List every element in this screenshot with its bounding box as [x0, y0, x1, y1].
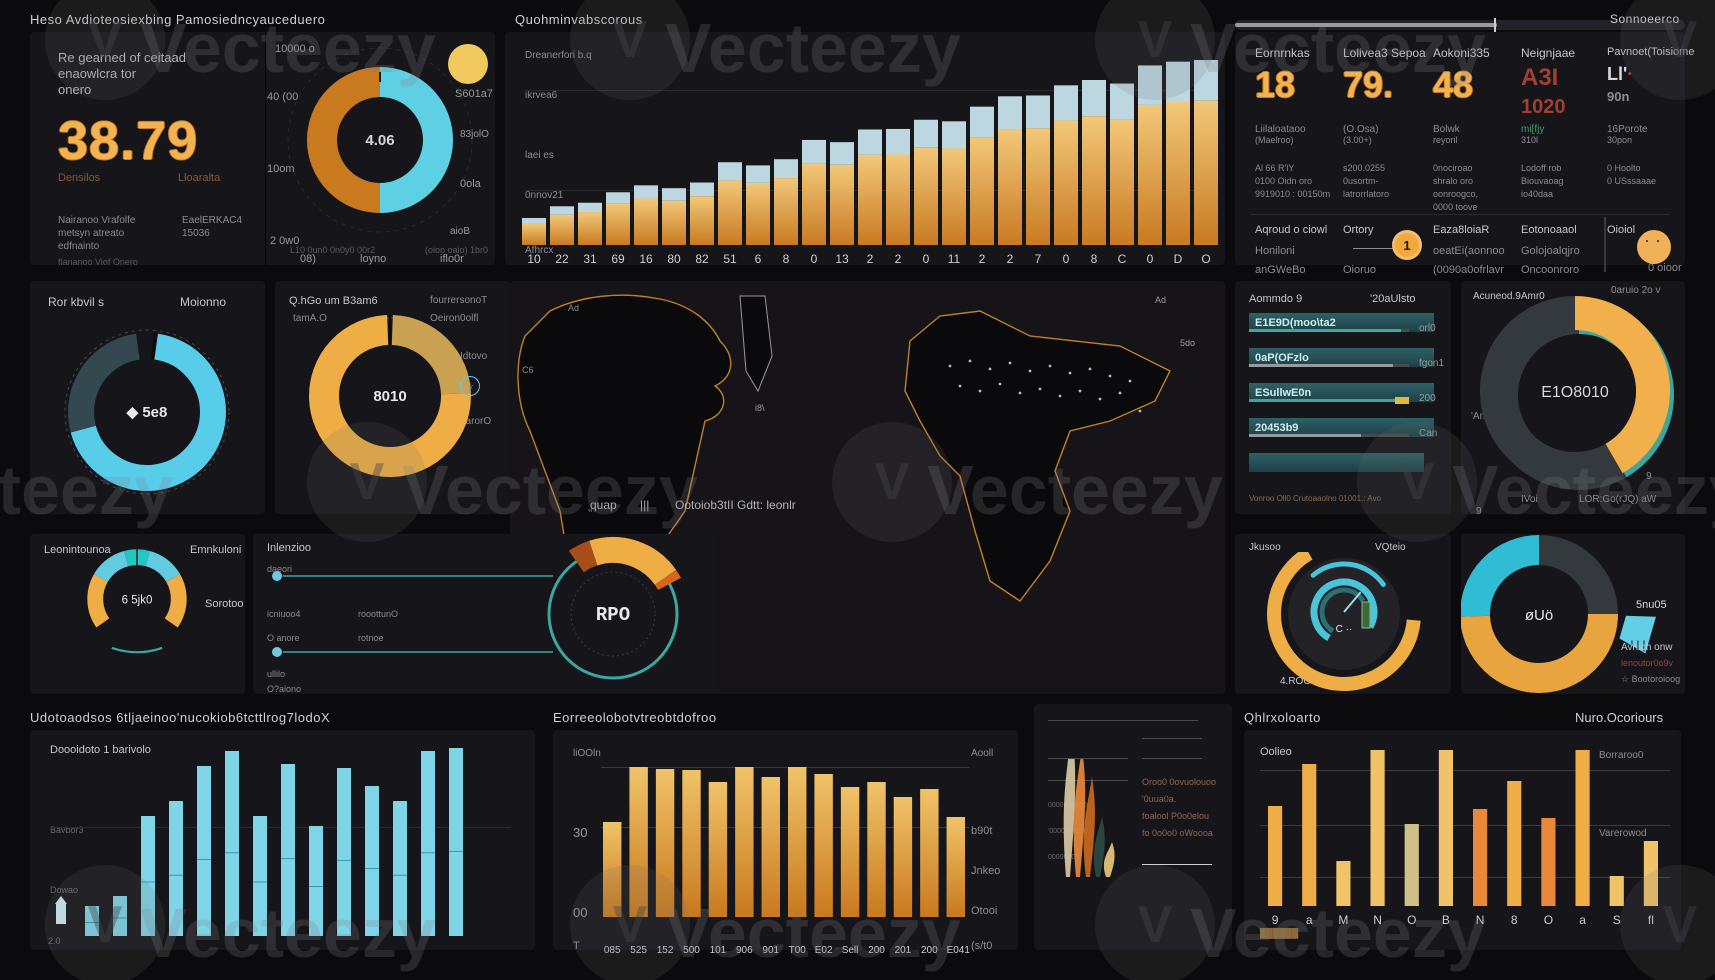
- svg-text:O: O: [1544, 913, 1553, 926]
- svg-text:fl: fl: [1648, 913, 1654, 926]
- svg-text:Ootoiob3tII Gdtt: leonlr: Ootoiob3tII Gdtt: leonlr: [675, 498, 796, 512]
- svg-text:RPO: RPO: [596, 604, 630, 626]
- svg-text:82: 82: [695, 252, 709, 265]
- svg-text:aioB: aioB: [450, 226, 470, 237]
- svg-text:11: 11: [948, 252, 961, 265]
- svg-text:C: C: [1118, 252, 1127, 265]
- svg-text:8: 8: [783, 252, 790, 265]
- svg-text:O: O: [1407, 913, 1416, 926]
- svg-text:E1O8010: E1O8010: [1541, 384, 1609, 401]
- svg-text:10om: 10om: [267, 163, 295, 175]
- svg-text:2: 2: [979, 252, 986, 265]
- svg-text:a: a: [1579, 913, 1586, 926]
- svg-text:22: 22: [555, 252, 569, 265]
- svg-text:S: S: [1613, 913, 1621, 926]
- svg-text:M: M: [1338, 913, 1348, 926]
- svg-text:8: 8: [1091, 252, 1098, 265]
- svg-text:|||: |||: [640, 498, 649, 512]
- svg-text:2: 2: [895, 252, 902, 265]
- svg-text:Ad: Ad: [568, 303, 579, 313]
- svg-text:N: N: [1476, 913, 1485, 926]
- svg-text:0: 0: [811, 252, 818, 265]
- svg-text:10000 o: 10000 o: [275, 43, 315, 55]
- svg-text:2: 2: [1007, 252, 1014, 265]
- svg-text:a: a: [1306, 913, 1313, 926]
- svg-text:31: 31: [583, 252, 597, 265]
- svg-text:0: 0: [1063, 252, 1070, 265]
- svg-text:0ola: 0ola: [460, 178, 482, 190]
- svg-text:S601a7: S601a7: [455, 88, 493, 100]
- svg-text:13: 13: [835, 252, 849, 265]
- svg-text:0: 0: [1147, 252, 1154, 265]
- svg-text:69: 69: [611, 252, 625, 265]
- svg-text:8010: 8010: [373, 388, 406, 405]
- svg-text:6 5jk0: 6 5jk0: [122, 594, 153, 606]
- svg-text:D: D: [1174, 252, 1183, 265]
- svg-text:C ··: C ··: [1336, 624, 1353, 635]
- svg-text:7: 7: [1035, 252, 1042, 265]
- svg-text:83jolO: 83jolO: [460, 129, 489, 140]
- svg-text:16: 16: [639, 252, 653, 265]
- svg-text:i8\: i8\: [755, 403, 765, 413]
- svg-text:10: 10: [527, 252, 541, 265]
- svg-text:B: B: [1442, 913, 1450, 926]
- svg-text:C6: C6: [522, 365, 534, 375]
- svg-text:80: 80: [667, 252, 681, 265]
- svg-text:5do: 5do: [1180, 338, 1195, 348]
- svg-text:øUö: øUö: [1525, 607, 1553, 624]
- svg-text:◆ 5e8: ◆ 5e8: [126, 404, 168, 421]
- svg-text:9: 9: [1272, 913, 1279, 926]
- svg-text:4.06: 4.06: [365, 132, 394, 149]
- svg-text:ֱquap: ֱquap: [588, 498, 617, 512]
- svg-text:51: 51: [723, 252, 737, 265]
- svg-text:0: 0: [923, 252, 930, 265]
- svg-text:O: O: [1201, 252, 1210, 265]
- svg-text:N: N: [1373, 913, 1382, 926]
- svg-text:40 (00: 40 (00: [267, 91, 298, 103]
- svg-text:2: 2: [867, 252, 874, 265]
- svg-text:Ad: Ad: [1155, 295, 1166, 305]
- svg-text:8: 8: [1511, 913, 1518, 926]
- svg-text:6: 6: [755, 252, 762, 265]
